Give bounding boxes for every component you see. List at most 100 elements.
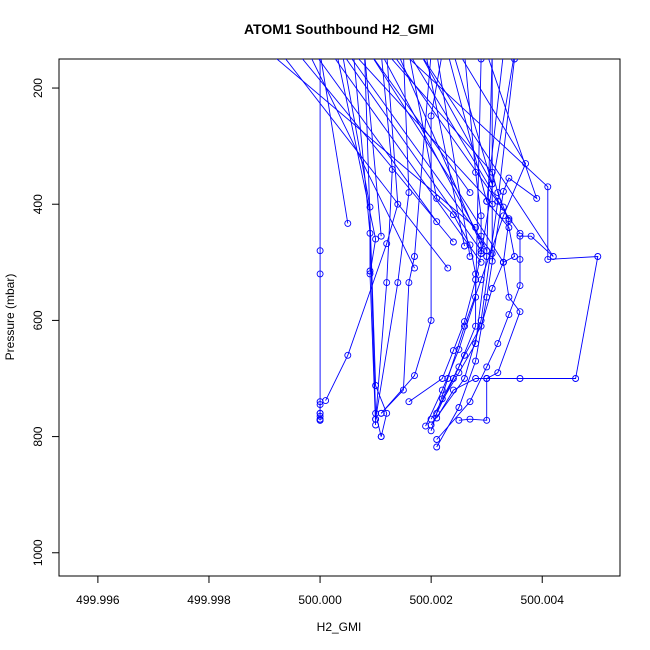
data-point [316,409,324,417]
data-point [472,322,480,330]
data-point [477,250,485,258]
series-line [276,59,476,228]
y-tick-label: 800 [31,426,45,446]
data-point [433,443,441,451]
x-axis: 499.996 499.998 500.000 500.002 500.004 [76,576,564,607]
data-point [411,264,418,272]
data-point [572,375,580,382]
series-line [311,59,415,269]
data-point [477,212,485,220]
y-axis-label: Pressure (mbar) [3,274,17,361]
series-43 [334,59,485,266]
data-point [483,375,491,382]
series-line [436,59,538,448]
data-point [477,322,485,330]
data-point [433,194,441,202]
series-40 [276,59,480,231]
series-2 [316,401,324,424]
x-axis-label: H2_GMI [317,620,362,634]
data-point [488,285,496,292]
data-point [405,279,413,287]
data-point [477,276,485,284]
series-line [425,59,482,427]
series-line [364,59,388,437]
data-point [433,414,441,422]
data-point [316,401,324,409]
y-tick-label: 1000 [31,539,45,566]
data-point [383,409,391,417]
data-point [433,436,441,443]
series-25 [437,59,474,260]
data-point [411,253,418,260]
series-line [318,59,438,222]
data-point [472,224,480,231]
data-point [394,279,402,287]
data-point [505,293,513,301]
x-tick-label: 499.998 [187,593,231,607]
data-point [516,229,524,237]
series-34 [301,59,457,246]
data-point [594,253,602,260]
data-point [466,398,474,406]
series-41 [285,59,452,272]
data-point [383,240,391,248]
data-point [466,253,474,260]
data-point [427,112,435,120]
series-9 [377,59,442,417]
x-tick-label: 499.996 [76,593,120,607]
data-point [533,194,541,202]
data-point [438,375,446,382]
data-point [377,232,385,240]
plot-frame [58,58,621,577]
data-point [405,398,413,406]
y-axis: 200 400 600 800 1000 [31,78,59,566]
data-point [372,415,380,423]
series-7 [372,59,413,423]
series-line [391,59,521,421]
series-5 [337,59,380,429]
plot-area [276,59,602,451]
data-point [488,257,496,265]
series-23 [320,59,352,227]
data-point [472,357,480,365]
chart-title: ATOM1 Southbound H2_GMI [244,21,434,37]
series-line [380,59,432,414]
data-point [455,416,463,424]
series-39 [373,59,474,197]
data-point [449,375,457,382]
data-point [505,174,513,182]
data-point [444,264,452,272]
data-point [516,255,524,263]
series-3 [353,59,385,441]
series-line [426,59,465,247]
data-point [477,258,485,266]
series-line [375,59,410,420]
data-point [377,409,385,417]
data-point [477,247,485,255]
series-35 [318,59,441,226]
data-point [472,168,480,176]
series-line [408,59,482,403]
y-tick-label: 400 [31,194,45,214]
series-38 [395,59,524,237]
series-21 [322,59,402,405]
series-11 [427,59,493,423]
data-point [316,416,324,424]
data-point [344,219,352,227]
data-point [505,215,513,223]
y-tick-label: 600 [31,310,45,330]
data-point [322,397,330,405]
series-46 [477,59,514,258]
data-point [438,386,446,394]
data-point [377,433,385,441]
series-line [399,59,482,246]
series-line [395,59,521,234]
data-point [366,203,374,211]
data-point [461,375,468,382]
data-point [461,242,468,250]
data-point [433,409,441,417]
data-point [516,282,524,290]
data-point [499,258,507,266]
series-line [285,59,449,269]
